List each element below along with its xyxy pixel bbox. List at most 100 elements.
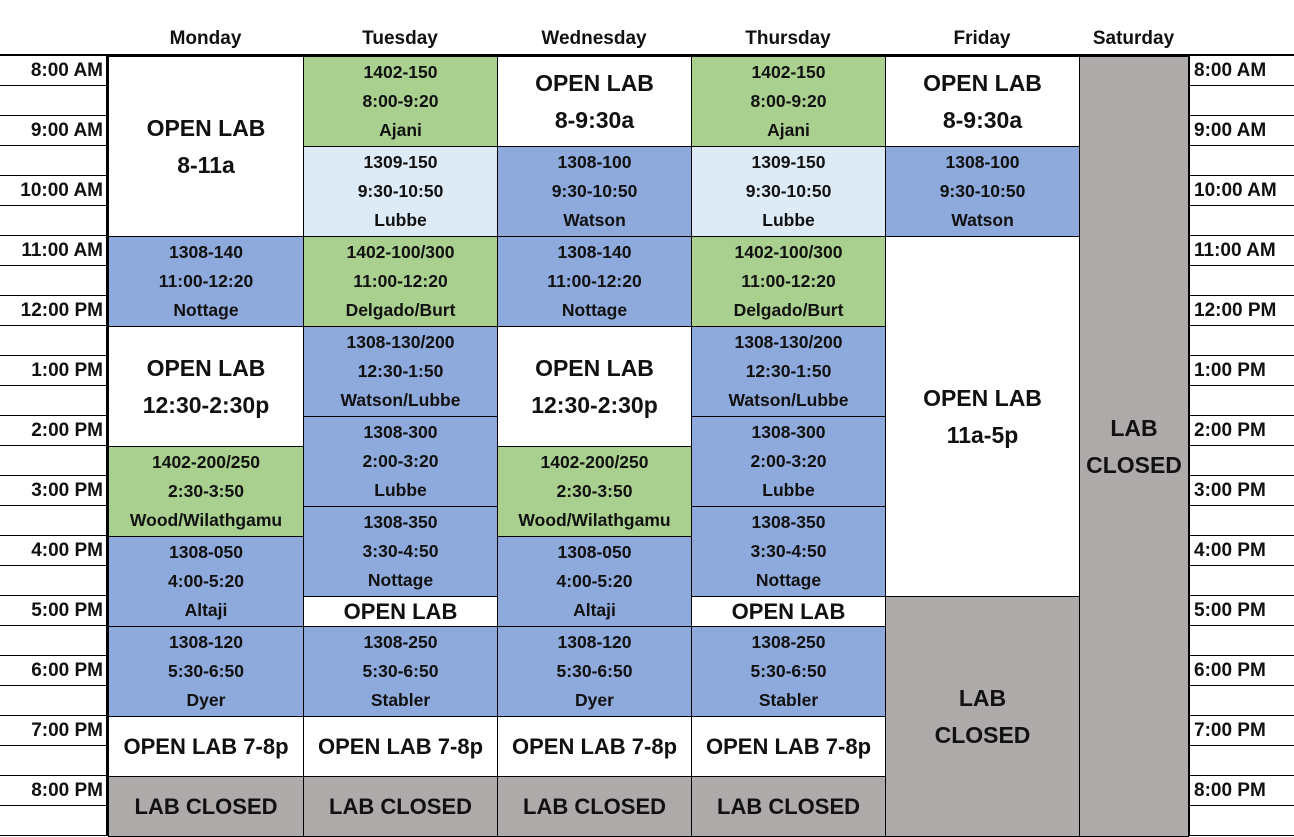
time-label-right: 11:00 AM — [1188, 236, 1294, 266]
schedule-block[interactable]: 1402-200/250 2:30-3:50 Wood/Wilathgamu — [108, 446, 304, 537]
schedule-block[interactable]: OPEN LAB 7-8p — [303, 716, 498, 777]
schedule-block[interactable]: 1308-300 2:00-3:20 Lubbe — [303, 416, 498, 507]
schedule-block[interactable]: OPEN LAB 12:30-2:30p — [108, 326, 304, 447]
block-text-line: 1308-140 — [557, 242, 632, 262]
schedule-block[interactable]: LAB CLOSED — [885, 596, 1080, 837]
block-text-line: LAB CLOSED — [329, 793, 472, 819]
block-text-line: 1308-120 — [557, 632, 632, 652]
schedule-block[interactable]: 1308-100 9:30-10:50 Watson — [885, 146, 1080, 237]
time-label-right: 2:00 PM — [1188, 416, 1294, 446]
time-label-left: 2:00 PM — [0, 416, 108, 446]
block-text-line: 1308-300 — [363, 422, 438, 442]
schedule-block[interactable]: LAB CLOSED — [1079, 56, 1189, 837]
schedule-block[interactable]: 1308-300 2:00-3:20 Lubbe — [691, 416, 886, 507]
schedule-block[interactable]: OPEN LAB 12:30-2:30p — [497, 326, 692, 447]
block-text-line: Delgado/Burt — [733, 300, 844, 320]
day-header-friday: Friday — [953, 28, 1011, 49]
day-header-monday: Monday — [169, 28, 242, 49]
block-text-line: 11a-5p — [946, 421, 1019, 448]
block-text-line: LAB CLOSED — [134, 793, 278, 819]
schedule-block[interactable]: 1308-130/200 12:30-1:50 Watson/Lubbe — [691, 326, 886, 417]
schedule-block[interactable]: 1308-050 4:00-5:20 Altaji — [497, 536, 692, 627]
time-label-right — [1188, 806, 1294, 836]
time-label-right — [1188, 86, 1294, 116]
schedule-block[interactable]: LAB CLOSED — [691, 776, 886, 837]
block-text-line: LAB CLOSED — [717, 793, 860, 819]
time-label-right: 6:00 PM — [1188, 656, 1294, 686]
schedule-block[interactable]: 1402-100/300 11:00-12:20 Delgado/Burt — [303, 236, 498, 327]
schedule-block[interactable]: OPEN LAB 8-9:30a — [885, 56, 1080, 147]
schedule-block[interactable]: OPEN LAB 7-8p — [497, 716, 692, 777]
time-label-right: 8:00 PM — [1188, 776, 1294, 806]
schedule-block[interactable]: 1308-250 5:30-6:50 Stabler — [303, 626, 498, 717]
block-text-line: CLOSED — [934, 721, 1031, 748]
block-text-line: OPEN LAB 7-8p — [511, 733, 678, 759]
schedule-block[interactable]: 1308-140 11:00-12:20 Nottage — [108, 236, 304, 327]
block-text-line: 5:30-6:50 — [362, 661, 439, 681]
block-text-line: 1308-140 — [169, 242, 243, 262]
block-text-line: OPEN LAB — [923, 384, 1042, 411]
block-text-line: 1308-120 — [169, 632, 243, 652]
schedule-block[interactable]: OPEN LAB 7-8p — [108, 716, 304, 777]
block-text-line: Wood/Wilathgamu — [518, 510, 671, 530]
block-text-line: OPEN LAB — [146, 354, 266, 381]
schedule-block[interactable]: 1402-100/300 11:00-12:20 Delgado/Burt — [691, 236, 886, 327]
header-divider — [0, 54, 1294, 56]
block-text-line: 12:30-1:50 — [357, 361, 444, 381]
block-text-line: 1308-350 — [751, 512, 826, 532]
block-text-line: 4:00-5:20 — [168, 571, 244, 591]
block-text-line: 11:00-12:20 — [158, 271, 254, 291]
schedule-block[interactable]: OPEN LAB 7-8p — [691, 716, 886, 777]
time-label-left — [0, 386, 108, 416]
block-text-line: 11:00-12:20 — [741, 271, 836, 291]
time-label-right — [1188, 386, 1294, 416]
schedule-block[interactable]: OPEN LAB 11a-5p — [885, 236, 1080, 597]
block-text-line: OPEN LAB — [535, 354, 654, 381]
schedule-block[interactable]: 1308-350 3:30-4:50 Nottage — [303, 506, 498, 597]
schedule-block[interactable]: LAB CLOSED — [303, 776, 498, 837]
schedule-block[interactable]: 1308-130/200 12:30-1:50 Watson/Lubbe — [303, 326, 498, 417]
schedule-block[interactable]: 1402-150 8:00-9:20 Ajani — [303, 56, 498, 147]
schedule-block[interactable]: OPEN LAB — [303, 596, 498, 627]
time-label-right — [1188, 566, 1294, 596]
schedule-block[interactable]: OPEN LAB 8-11a — [108, 56, 304, 237]
schedule-block[interactable]: 1308-350 3:30-4:50 Nottage — [691, 506, 886, 597]
time-label-left — [0, 746, 108, 776]
time-label-right — [1188, 746, 1294, 776]
block-text-line: 1308-100 — [557, 152, 632, 172]
schedule-block[interactable]: 1308-120 5:30-6:50 Dyer — [497, 626, 692, 717]
block-text-line: 1402-200/250 — [540, 452, 649, 472]
schedule-block[interactable]: OPEN LAB — [691, 596, 886, 627]
schedule-block[interactable]: 1308-120 5:30-6:50 Dyer — [108, 626, 304, 717]
time-label-left: 3:00 PM — [0, 476, 108, 506]
time-label-left: 5:00 PM — [0, 596, 108, 626]
schedule-block[interactable]: 1309-150 9:30-10:50 Lubbe — [303, 146, 498, 237]
schedule-block[interactable]: 1402-150 8:00-9:20 Ajani — [691, 56, 886, 147]
schedule-block[interactable]: 1308-250 5:30-6:50 Stabler — [691, 626, 886, 717]
block-text-line: 1402-150 — [363, 62, 438, 82]
block-text-line: 1308-100 — [945, 152, 1020, 172]
time-label-right: 1:00 PM — [1188, 356, 1294, 386]
schedule-block[interactable]: OPEN LAB 8-9:30a — [497, 56, 692, 147]
block-text-line: 2:00-3:20 — [750, 451, 827, 471]
schedule-block[interactable]: LAB CLOSED — [497, 776, 692, 837]
block-text-line: Watson/Lubbe — [340, 390, 461, 410]
schedule-block[interactable]: 1309-150 9:30-10:50 Lubbe — [691, 146, 886, 237]
block-text-line: Nottage — [173, 300, 239, 320]
time-label-right — [1188, 506, 1294, 536]
block-text-line: OPEN LAB 7-8p — [705, 733, 872, 759]
time-label-right — [1188, 326, 1294, 356]
block-text-line: 3:30-4:50 — [750, 541, 827, 561]
schedule-block[interactable]: 1402-200/250 2:30-3:50 Wood/Wilathgamu — [497, 446, 692, 537]
schedule-block[interactable]: 1308-100 9:30-10:50 Watson — [497, 146, 692, 237]
schedule-block[interactable]: 1308-140 11:00-12:20 Nottage — [497, 236, 692, 327]
block-text-line: 12:30-2:30p — [142, 391, 270, 418]
block-text-line: 5:30-6:50 — [556, 661, 633, 681]
time-label-left — [0, 86, 108, 116]
schedule-block[interactable]: 1308-050 4:00-5:20 Altaji — [108, 536, 304, 627]
block-text-line: Altaji — [184, 600, 228, 620]
schedule-block[interactable]: LAB CLOSED — [108, 776, 304, 837]
time-label-left: 4:00 PM — [0, 536, 108, 566]
time-label-right — [1188, 206, 1294, 236]
block-text-line: 9:30-10:50 — [551, 181, 638, 201]
